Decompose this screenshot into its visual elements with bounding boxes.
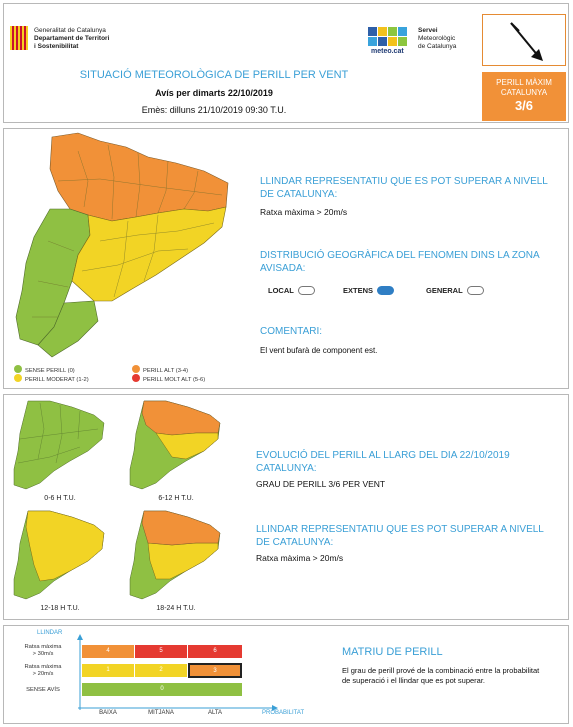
avis-date: Avís per dimarts 22/10/2019 bbox=[155, 88, 273, 98]
legend-item-molt-alt: PERILL MOLT ALT (5-6) bbox=[132, 374, 205, 384]
gencat-line-2: Departament de Territori bbox=[34, 35, 110, 42]
option-local-label: LOCAL bbox=[268, 286, 294, 295]
gencat-line-1: Generalitat de Catalunya bbox=[34, 27, 106, 34]
evolution-panel: 0-6 H T.U. 6-12 H T.U. 12-18 H T.U. 18-2… bbox=[3, 394, 569, 620]
wind-direction-box bbox=[482, 14, 566, 66]
legend-label: SENSE PERILL (0) bbox=[25, 368, 75, 374]
map-label-12-18: 12-18 H T.U. bbox=[40, 605, 80, 612]
green-dot-icon bbox=[14, 365, 22, 373]
max-danger-label-2: CATALUNYA bbox=[500, 88, 548, 97]
comment-title: COMENTARI: bbox=[260, 326, 323, 337]
row-label-30-line-1: Ratxa màxima bbox=[24, 644, 62, 650]
map-panel: SENSE PERILL (0) PERILL MODERAT (1-2) PE… bbox=[3, 128, 569, 389]
row-label-30: Ratxa màxima > 30m/s bbox=[10, 644, 76, 658]
col-label-mitjana: MITJANA bbox=[148, 710, 174, 716]
map-18-24 bbox=[129, 510, 221, 600]
horizontal-axis-arrow-icon bbox=[78, 705, 278, 711]
map-label-0-6: 0-6 H T.U. bbox=[44, 495, 76, 502]
col-label-alta: ALTA bbox=[207, 710, 223, 716]
legend-label: PERILL MOLT ALT (5-6) bbox=[143, 377, 206, 383]
matrix-title: MATRIU DE PERILL bbox=[342, 646, 443, 658]
llindar-title: LLINDAR REPRESENTATIU QUE ES POT SUPERAR… bbox=[260, 176, 548, 200]
meteocat-brand: meteo.cat bbox=[371, 48, 404, 55]
distribution-title: DISTRIBUCIÓ GEOGRÀFICA DEL FENOMEN DINS … bbox=[260, 250, 540, 274]
row-label-30-line-2: > 30m/s bbox=[32, 651, 54, 657]
generalitat-logo-icon bbox=[10, 26, 28, 50]
toggle-local-icon bbox=[297, 286, 315, 295]
legend-item-sense: SENSE PERILL (0) bbox=[14, 365, 75, 375]
matrix-cell-active: 3 bbox=[188, 663, 242, 678]
red-dot-icon bbox=[132, 374, 140, 382]
col-label-baixa: BAIXA bbox=[99, 710, 117, 716]
option-general-label: GENERAL bbox=[426, 286, 463, 295]
map-label-18-24: 18-24 H T.U. bbox=[156, 605, 196, 612]
orange-dot-icon bbox=[132, 365, 140, 373]
probability-axis-label: PROBABILITAT bbox=[262, 710, 305, 716]
legend-label: PERILL ALT (3-4) bbox=[143, 368, 188, 374]
option-extens: EXTENS bbox=[343, 286, 395, 295]
option-local: LOCAL bbox=[268, 286, 315, 295]
issued-date: Emès: dilluns 21/10/2019 09:30 T.U. bbox=[141, 105, 287, 115]
matrix-cell: 5 bbox=[135, 645, 187, 658]
grau-text: GRAU DE PERILL 3/6 PER VENT bbox=[256, 479, 386, 489]
legend-label: PERILL MODERAT (1-2) bbox=[25, 377, 89, 383]
evolution-llindar-title: LLINDAR REPRESENTATIU QUE ES POT SUPERAR… bbox=[256, 524, 544, 548]
toggle-extens-icon bbox=[377, 286, 395, 295]
gencat-text: Generalitat de Catalunya Departament de … bbox=[34, 27, 109, 51]
evolution-llindar-text: Ratxa màxima > 20m/s bbox=[256, 553, 344, 563]
meteocat-logo-icon bbox=[368, 27, 407, 46]
matrix-cell: 4 bbox=[82, 645, 134, 658]
max-danger-badge: PERILL MÀXIM CATALUNYA 3/6 bbox=[482, 72, 566, 121]
llindar-text: Ratxa màxima > 20m/s bbox=[260, 207, 348, 217]
option-extens-label: EXTENS bbox=[343, 286, 374, 295]
smc-text: Servei Meteorològic de Catalunya bbox=[418, 27, 456, 51]
llindar-axis-label: LLINDAR bbox=[37, 630, 63, 636]
row-label-20: Ratxa màxima > 20m/s bbox=[10, 664, 76, 678]
option-general: GENERAL bbox=[426, 286, 484, 295]
map-6-12 bbox=[129, 400, 221, 490]
vertical-axis-arrow-icon bbox=[77, 634, 83, 710]
yellow-dot-icon bbox=[14, 374, 22, 382]
legend-item-alt: PERILL ALT (3-4) bbox=[132, 365, 188, 375]
matrix-panel: LLINDAR Ratxa màxima > 30m/s Ratxa màxima… bbox=[3, 625, 569, 724]
page-title: SITUACIÓ METEOROLÒGICA DE PERILL PER VEN… bbox=[79, 69, 349, 81]
matrix-cell: 2 bbox=[135, 664, 187, 677]
smc-line-3: de Catalunya bbox=[418, 43, 457, 50]
map-12-18 bbox=[13, 510, 105, 600]
smc-line-1: Servei bbox=[418, 27, 438, 34]
max-danger-label-1: PERILL MÀXIM bbox=[496, 78, 552, 87]
comment-text: El vent bufarà de component est. bbox=[260, 346, 378, 355]
legend-item-moderat: PERILL MODERAT (1-2) bbox=[14, 374, 89, 384]
wind-direction-arrow-icon bbox=[510, 22, 543, 61]
matrix-cell: 6 bbox=[188, 645, 242, 658]
row-label-20-line-1: Ratxa màxima bbox=[24, 664, 62, 670]
catalonia-danger-map bbox=[15, 132, 229, 358]
row-label-sense: SENSE AVÍS bbox=[26, 687, 60, 693]
toggle-general-icon bbox=[466, 286, 484, 295]
map-0-6 bbox=[13, 400, 105, 490]
gencat-line-3: i Sostenibilitat bbox=[34, 43, 79, 50]
matrix-text: El grau de perill prové de la combinació… bbox=[342, 666, 540, 685]
max-danger-value: 3/6 bbox=[514, 98, 534, 113]
evolution-title: EVOLUCIÓ DEL PERILL AL LLARG DEL DIA 22/… bbox=[256, 450, 510, 474]
row-label-20-line-2: > 20m/s bbox=[32, 671, 54, 677]
matrix-cell-sense: 0 bbox=[82, 683, 242, 696]
map-label-6-12: 6-12 H T.U. bbox=[158, 495, 194, 502]
header-panel: Generalitat de Catalunya Departament de … bbox=[3, 3, 569, 123]
matrix-cell: 1 bbox=[82, 664, 134, 677]
smc-line-2: Meteorològic bbox=[418, 35, 456, 42]
